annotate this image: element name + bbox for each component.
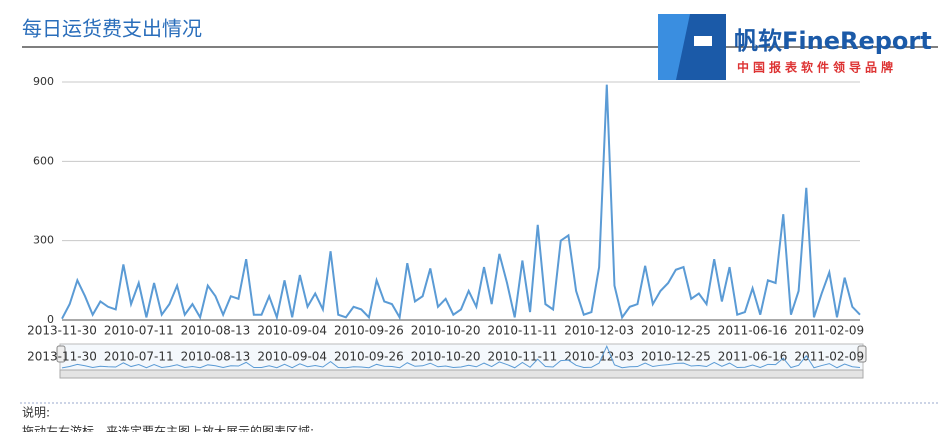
notes-heading: 说明: bbox=[22, 405, 50, 420]
navigator-label: 2010-11-11 bbox=[488, 350, 558, 364]
navigator-label: 2010-09-26 bbox=[334, 350, 404, 364]
x-tick-label: 2010-07-11 bbox=[104, 324, 174, 338]
page-title: 每日运货费支出情况 bbox=[22, 17, 202, 41]
logo-brand: 帆软FineReport bbox=[734, 27, 932, 55]
y-tick-label: 300 bbox=[33, 234, 54, 247]
navigator-line bbox=[61, 344, 861, 369]
x-tick-label: 2010-09-04 bbox=[257, 324, 327, 338]
x-tick-label: 2010-10-20 bbox=[411, 324, 481, 338]
logo-icon-part bbox=[694, 36, 712, 46]
navigator-label: 2010-10-20 bbox=[411, 350, 481, 364]
x-tick-label: 2010-12-25 bbox=[641, 324, 711, 338]
logo: 帆软FineReport 中国报表软件领导品牌 bbox=[658, 14, 932, 80]
x-tick-label: 2011-02-09 bbox=[794, 324, 864, 338]
notes-text: 拖动左右游标，来选定要在主图上放大展示的图表区域; bbox=[22, 424, 314, 433]
logo-icon-part bbox=[658, 14, 690, 80]
y-tick-label: 0 bbox=[47, 313, 54, 326]
navigator-label: 2010-08-13 bbox=[181, 350, 251, 364]
navigator-label: 2011-06-16 bbox=[718, 350, 788, 364]
x-tick-label: 2010-11-11 bbox=[488, 324, 558, 338]
navigator-label: 2010-12-03 bbox=[564, 350, 634, 364]
logo-slogan: 中国报表软件领导品牌 bbox=[737, 60, 897, 75]
navigator-label: 2011-02-09 bbox=[794, 350, 864, 364]
x-tick-label: 2010-12-03 bbox=[564, 324, 634, 338]
navigator-handle[interactable] bbox=[857, 345, 867, 363]
navigator-label: 2010-12-25 bbox=[641, 350, 711, 364]
x-tick-label: 2010-08-13 bbox=[181, 324, 251, 338]
y-tick-label: 900 bbox=[33, 75, 54, 88]
navigator-label: 2013-11-30 bbox=[27, 350, 97, 364]
scrollbar[interactable] bbox=[59, 369, 864, 379]
navigator-label: 2010-09-04 bbox=[257, 350, 327, 364]
navigator-label: 2010-07-11 bbox=[104, 350, 174, 364]
x-tick-label: 2011-06-16 bbox=[718, 324, 788, 338]
x-tick-label: 2013-11-30 bbox=[27, 324, 97, 338]
navigator-handle[interactable] bbox=[56, 345, 66, 363]
series-line bbox=[61, 84, 861, 322]
x-tick-label: 2010-09-26 bbox=[334, 324, 404, 338]
y-tick-label: 600 bbox=[33, 154, 54, 167]
